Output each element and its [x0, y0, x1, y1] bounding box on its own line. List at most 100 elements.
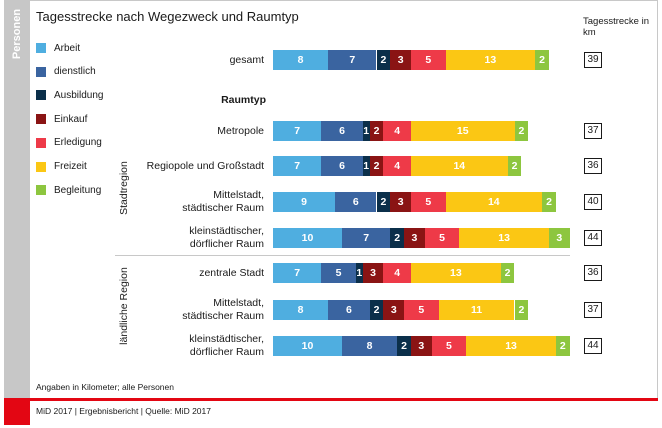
- bar-value-label: 6: [339, 160, 345, 172]
- bar-segment: 3: [549, 228, 570, 248]
- bar-value-label: 5: [439, 232, 445, 244]
- region-divider: [115, 255, 570, 256]
- bar-value-label: 8: [297, 304, 304, 316]
- bar-segment: 5: [411, 50, 446, 70]
- row-total: 37: [584, 123, 602, 139]
- frame-right-rule: [657, 0, 658, 398]
- legend-swatch: [36, 90, 46, 101]
- bar-value-label: 6: [339, 125, 345, 137]
- bar-segment: 5: [321, 263, 356, 283]
- bar-segment: 6: [321, 121, 363, 141]
- bar-value-label: 8: [297, 54, 304, 66]
- bar-value-label: 9: [301, 196, 307, 208]
- legend-item: Begleitung: [36, 184, 101, 196]
- bar-value-label: 2: [559, 340, 566, 352]
- bar-value-label: 2: [546, 196, 552, 208]
- category-label: Mittelstadt, städtischer Raum: [182, 297, 264, 322]
- bar-value-label: 1: [363, 125, 370, 137]
- bar-value-label: 2: [373, 125, 380, 137]
- bar-segment: 2: [369, 121, 384, 141]
- bar-segment: 8: [342, 336, 398, 356]
- side-strip: [4, 0, 30, 398]
- bar-value-label: 3: [397, 196, 404, 208]
- bar-value-label: 14: [453, 160, 466, 172]
- bar-value-label: 13: [498, 232, 510, 244]
- legend-item: Ausbildung: [36, 89, 103, 101]
- footer-source: MiD 2017 | Ergebnisbericht | Quelle: MiD…: [36, 406, 211, 416]
- bar-value-label: 7: [294, 125, 301, 137]
- bar-segment: 10: [273, 228, 342, 248]
- bar-value-label: 10: [301, 232, 314, 244]
- legend-item: Einkauf: [36, 113, 87, 125]
- row-total: 37: [584, 302, 602, 318]
- bar-value-label: 2: [401, 340, 407, 352]
- bar-value-label: 6: [352, 196, 359, 208]
- bar-segment: 3: [404, 228, 425, 248]
- bar-segment: 2: [535, 50, 549, 70]
- bar-segment: 13: [466, 336, 556, 356]
- bar-segment: 4: [383, 156, 411, 176]
- bar-value-label: 3: [397, 54, 404, 66]
- bar-segment: 6: [321, 156, 363, 176]
- legend-swatch: [36, 137, 46, 148]
- bar-value-label: 1: [363, 160, 370, 172]
- bar-value-label: 2: [518, 125, 525, 137]
- bar-segment: 5: [404, 300, 439, 320]
- bar-value-label: 3: [556, 232, 563, 244]
- bar-segment: 2: [542, 192, 556, 212]
- bar-value-label: 6: [345, 304, 352, 316]
- bar-segment: 11: [438, 300, 515, 320]
- legend-swatch: [36, 43, 46, 53]
- region-label-laendliche-region: ländliche Region: [118, 267, 130, 345]
- bar-value-label: 3: [411, 232, 418, 244]
- bar-segment: 9: [273, 192, 336, 212]
- row-total: 39: [584, 52, 602, 68]
- bar-segment: 7: [273, 121, 322, 141]
- bar-value-label: 13: [484, 54, 497, 66]
- row-total: 36: [584, 265, 602, 281]
- legend-item: Erledigung: [36, 137, 102, 149]
- section-heading: Raumtyp: [221, 94, 266, 106]
- bar-value-label: 8: [366, 340, 373, 352]
- bar-segment: 2: [397, 336, 411, 356]
- bar-segment: 2: [500, 263, 515, 283]
- bar-value-label: 11: [470, 304, 483, 316]
- bar-segment: 7: [273, 263, 322, 283]
- bar-segment: 7: [328, 50, 377, 70]
- legend-label: dienstlich: [54, 66, 96, 78]
- bar-value-label: 7: [294, 160, 301, 172]
- legend-label: Freizeit: [54, 161, 87, 172]
- bar-segment: 6: [328, 300, 370, 320]
- bar-value-label: 5: [335, 267, 342, 279]
- bar-value-label: 7: [349, 54, 356, 66]
- bar-segment: 2: [555, 336, 570, 356]
- bar-segment: 2: [376, 50, 391, 70]
- bar-segment: 1: [355, 263, 363, 283]
- bar-segment: 13: [459, 228, 549, 248]
- bar-value-label: 5: [425, 54, 432, 66]
- bar-segment: 3: [362, 263, 384, 283]
- bar-value-label: 3: [370, 267, 376, 279]
- row-total: 40: [584, 194, 602, 210]
- bar-value-label: 5: [418, 304, 425, 316]
- bar-value-label: 13: [505, 340, 517, 352]
- bar-value-label: 2: [511, 160, 518, 172]
- frame-top-rule: [30, 0, 658, 1]
- bar-value-label: 2: [539, 54, 545, 66]
- legend-label: Begleitung: [54, 184, 102, 196]
- legend-label: Arbeit: [54, 42, 81, 54]
- bar-value-label: 7: [294, 267, 301, 279]
- legend-item: Freizeit: [36, 161, 87, 173]
- legend-swatch: [36, 114, 46, 125]
- side-label: Personen: [11, 8, 23, 60]
- footnote: Angaben in Kilometer; alle Personen: [36, 382, 174, 392]
- bar-value-label: 4: [394, 160, 401, 172]
- bar-value-label: 4: [394, 267, 401, 279]
- category-label: Regiopole und Großstadt: [146, 159, 264, 172]
- bar-value-label: 10: [301, 340, 314, 352]
- bar-segment: 4: [383, 263, 411, 283]
- bar-value-label: 2: [518, 304, 525, 316]
- category-label: kleinstädtischer, dörflicher Raum: [189, 333, 264, 358]
- category-label: zentrale Stadt: [199, 266, 264, 279]
